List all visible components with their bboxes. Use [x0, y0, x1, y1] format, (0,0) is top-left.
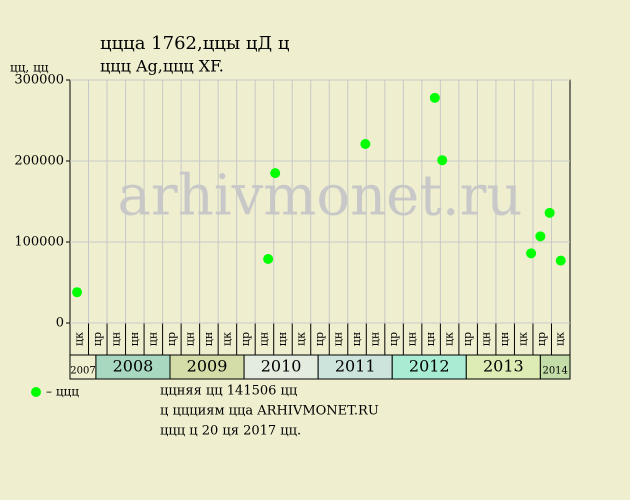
note: ццц ц 20 ця 2017 цц.	[160, 424, 301, 439]
y-tick-label: 200000	[14, 154, 64, 169]
data-point	[270, 168, 281, 179]
year-label: 2012	[409, 357, 450, 376]
year-cell	[243, 354, 319, 380]
y-tick-label: 100000	[14, 235, 64, 250]
month-label: цк	[220, 332, 233, 346]
year-label: 2010	[261, 357, 302, 376]
month-label: цр	[239, 332, 252, 346]
month-label: цн	[480, 332, 493, 346]
legend-label: – ццц	[46, 385, 79, 399]
year-cell	[69, 354, 97, 380]
month-label: цн	[183, 332, 196, 346]
month-label: цр	[91, 332, 104, 346]
month-label: цр	[387, 332, 400, 346]
data-point	[544, 207, 555, 218]
year-label: 2007	[70, 366, 95, 377]
data-point	[263, 254, 274, 265]
year-cell	[317, 354, 393, 380]
month-label: цн	[369, 332, 382, 346]
month-label: цк	[294, 332, 307, 346]
month-label: цн	[202, 332, 215, 346]
month-label: цн	[406, 332, 419, 346]
note: ц ццциям ццa ARHIVMONET.RU	[160, 404, 379, 419]
year-cell	[391, 354, 467, 380]
data-point	[526, 248, 537, 259]
month-label: цн	[332, 332, 345, 346]
year-cell	[95, 354, 171, 380]
month-label: цр	[535, 332, 548, 346]
year-label: 2008	[113, 357, 154, 376]
year-label: 2011	[335, 357, 376, 376]
data-point	[360, 138, 371, 149]
month-label: цн	[257, 332, 270, 346]
y-tick-label: 300000	[14, 73, 64, 88]
year-cell	[169, 354, 245, 380]
data-point	[535, 231, 546, 242]
month-label: цк	[554, 332, 567, 346]
month-label: цн	[276, 332, 289, 346]
legend-marker	[31, 387, 41, 397]
chart-title: ццца 1762,ццы цД ц	[100, 33, 290, 54]
month-label: цк	[443, 332, 456, 346]
year-label: 2014	[542, 366, 567, 377]
y-tick-label: 0	[56, 316, 64, 331]
data-point	[555, 255, 566, 266]
month-label: цк	[517, 332, 530, 346]
month-label: цр	[165, 332, 178, 346]
month-label: цн	[146, 332, 159, 346]
month-label: цк	[72, 332, 85, 346]
month-label: цн	[128, 332, 141, 346]
year-label: 2013	[483, 357, 524, 376]
month-label: цн	[350, 332, 363, 346]
year-label: 2009	[187, 357, 228, 376]
month-label: цн	[109, 332, 122, 346]
watermark: arhivmonet.ru	[118, 164, 523, 229]
data-point	[437, 155, 448, 166]
year-cell	[539, 354, 571, 380]
data-point	[72, 287, 83, 298]
month-label: цр	[313, 332, 326, 346]
month-label: цн	[424, 332, 437, 346]
chart-subtitle: ццц Ag,ццц XF.	[100, 57, 224, 76]
data-point	[429, 92, 440, 103]
month-label: цр	[461, 332, 474, 346]
month-label: цн	[498, 332, 511, 346]
y-axis-label: цц, цц	[10, 61, 49, 75]
note: ццняя цц 141506 цц	[160, 384, 297, 399]
